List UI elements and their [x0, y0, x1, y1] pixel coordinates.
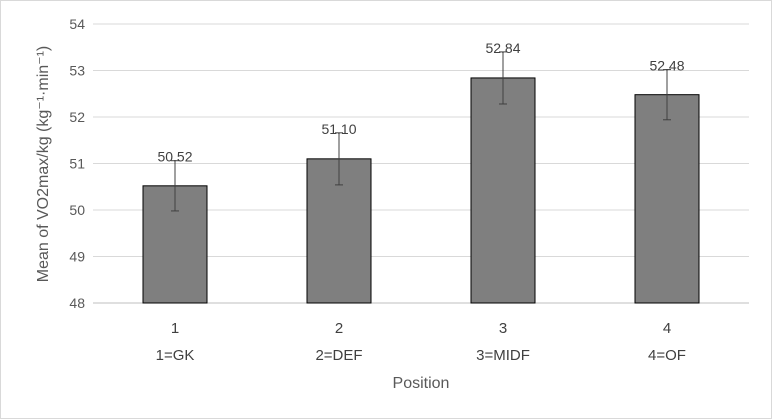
x-group-label: 3=MIDF [476, 347, 530, 364]
x-category-labels: 1 1=GK 2 2=DEF 3 3=MIDF 4 4=OF [156, 320, 686, 364]
x-tick-label: 1 [171, 320, 179, 337]
error-bar [499, 51, 507, 105]
x-axis-title: Position [393, 375, 450, 392]
y-tick-label: 48 [69, 295, 85, 311]
bar [634, 94, 700, 304]
error-bar [171, 160, 179, 212]
y-tick-label: 51 [69, 156, 85, 172]
x-group-label: 4=OF [648, 347, 686, 364]
data-label: 52.84 [485, 40, 520, 56]
y-axis-title: Mean of VO2max/kg (kg⁻¹·min⁻¹) [35, 46, 52, 283]
y-tick-label: 50 [69, 202, 85, 218]
data-label: 51.10 [321, 121, 356, 137]
y-tick-label: 49 [69, 249, 85, 265]
data-label: 50.52 [157, 149, 192, 165]
error-bars [171, 51, 671, 212]
bars [142, 77, 700, 304]
y-tick-labels: 48 49 50 51 52 53 54 [69, 16, 85, 311]
error-bar [335, 132, 343, 186]
error-bar [663, 69, 671, 121]
x-tick-label: 2 [335, 320, 343, 337]
bar [470, 77, 536, 304]
y-tick-label: 53 [69, 63, 85, 79]
data-labels: 50.52 51.10 52.84 52.48 [157, 40, 684, 165]
x-tick-label: 4 [663, 320, 671, 337]
x-group-label: 2=DEF [315, 347, 362, 364]
x-tick-label: 3 [499, 320, 507, 337]
y-tick-label: 52 [69, 109, 85, 125]
y-tick-label: 54 [69, 16, 85, 32]
x-group-label: 1=GK [156, 347, 195, 364]
data-label: 52.48 [649, 58, 684, 74]
